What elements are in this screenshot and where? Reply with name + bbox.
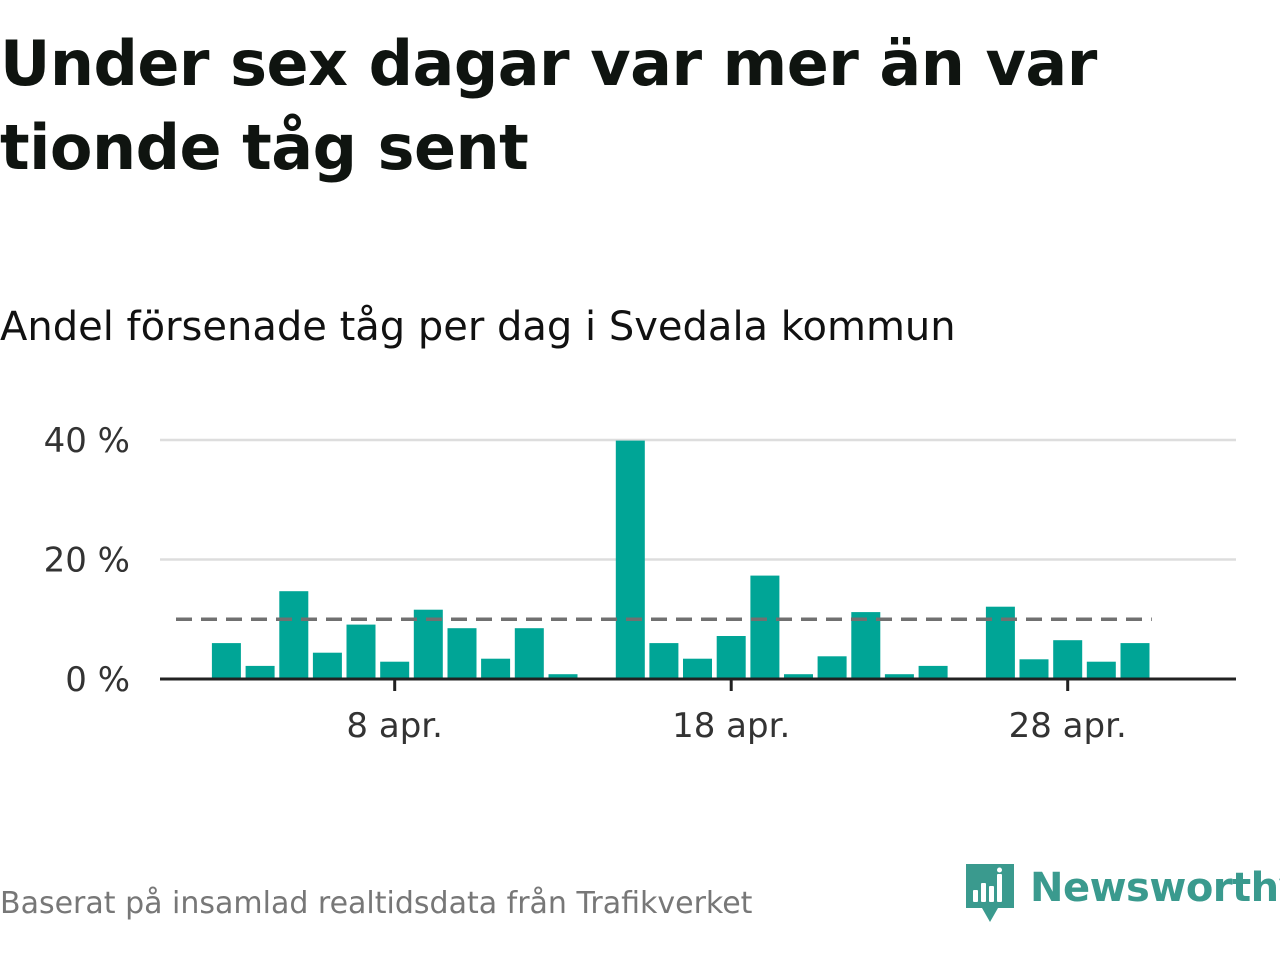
bar-apr-19 [750,575,780,679]
y-tick-label-20: 20 % [44,541,130,581]
bar-apr-4 [245,665,275,679]
bar-apr-10 [447,628,477,679]
bar-apr-17 [683,658,712,679]
y-tick-label-0: 0 % [65,660,130,700]
bar-apr-11 [481,658,511,679]
bar-apr-5 [279,591,309,679]
x-tick-label-8: 8 apr. [346,706,443,746]
bar-apr-3 [211,643,241,679]
bar-apr-8 [380,661,410,679]
chart-subtitle: Andel försenade tåg per dag i Svedala ko… [0,304,956,350]
bar-apr-22 [851,612,881,679]
bar-apr-15 [615,440,645,679]
chart-title: Under sex dagar var mer än var tionde tå… [0,27,1097,184]
bar-apr-24 [918,665,948,679]
x-tick-label-28: 28 apr. [1009,706,1127,746]
bar-apr-13 [548,674,578,679]
source-note: Baserat på insamlad realtidsdata från Tr… [0,886,753,921]
grid-lines [160,438,1236,561]
bar-apr-12 [514,628,544,679]
bar-apr-23 [884,674,914,679]
brand-name: Newsworthy [1030,865,1280,911]
bar-apr-7 [346,624,376,679]
bar-apr-16 [649,643,679,679]
bar-apr-20 [784,674,813,679]
newsworthy-logo-icon [966,864,1014,922]
bar-apr-6 [312,652,342,679]
bar-apr-9 [413,609,443,679]
x-tick-label-18: 18 apr. [672,706,790,746]
bar-apr-27 [1019,659,1049,679]
bar-apr-29 [1086,661,1116,679]
bar-apr-18 [716,636,746,679]
bar-apr-21 [817,656,847,679]
tick-labels: 0 % 20 % 40 % 8 apr. 18 apr. 28 apr. [44,421,1127,746]
y-tick-label-40: 40 % [44,421,130,461]
axes [160,677,1236,691]
bar-apr-30 [1120,643,1150,679]
bar-apr-28 [1053,640,1083,679]
brand-logo: Newsworthy [964,862,1280,928]
